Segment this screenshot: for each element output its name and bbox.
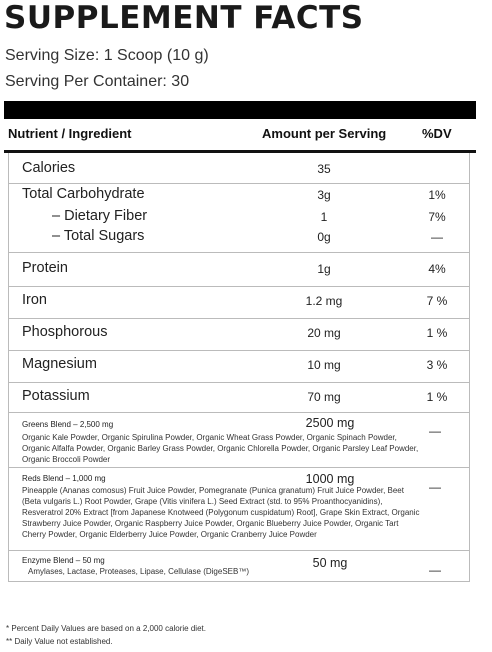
nutrient-name: – Total Sugars [52, 228, 145, 244]
nutrient-name: Calories [22, 160, 76, 176]
amount: 10 mg [307, 358, 341, 372]
amount: 1.2 mg [305, 294, 343, 308]
daily-value: 1% [428, 188, 446, 202]
daily-value: 4% [428, 262, 446, 276]
footnote: ** Daily Value not established. [6, 637, 113, 646]
header-rule [4, 150, 476, 153]
row-separator [8, 183, 470, 184]
nutrient-name: Potassium [22, 388, 90, 404]
title: SUPPLEMENT FACTS [4, 0, 364, 36]
nutrient-name: Iron [22, 292, 47, 308]
column-header: Amount per Serving [262, 126, 387, 141]
header-bar [4, 101, 476, 119]
table-frame [8, 153, 470, 582]
blend-daily-value: — [429, 563, 441, 577]
nutrient-name: Magnesium [22, 356, 97, 372]
blend-name: Reds Blend – 1,000 mg [22, 474, 106, 483]
nutrient-name: Protein [22, 260, 68, 276]
row-separator [8, 550, 470, 551]
row-separator [8, 318, 470, 319]
column-header: Nutrient / Ingredient [8, 126, 132, 141]
blend-amount: 50 mg [312, 556, 348, 570]
amount: 0g [317, 230, 331, 244]
amount: 1 [320, 210, 328, 224]
row-separator [8, 286, 470, 287]
blend-daily-value: — [429, 480, 441, 494]
row-separator [8, 467, 470, 468]
daily-value: 1 % [426, 326, 448, 340]
amount: 1g [317, 262, 331, 276]
amount: 20 mg [307, 326, 341, 340]
nutrient-name: Phosphorous [22, 324, 108, 340]
serving-size: Serving Size: 1 Scoop (10 g) [5, 47, 209, 64]
blend-ingredients: Organic Kale Powder, Organic Spirulina P… [22, 433, 419, 464]
nutrient-name: – Dietary Fiber [52, 208, 148, 224]
nutrient-name: Total Carbohydrate [22, 186, 145, 202]
row-separator [8, 412, 470, 413]
row-separator [8, 252, 470, 253]
blend-ingredients: Amylases, Lactase, Proteases, Lipase, Ce… [28, 567, 249, 576]
daily-value: — [431, 230, 443, 244]
blend-amount: 1000 mg [305, 472, 355, 486]
blend-daily-value: — [429, 424, 441, 438]
amount: 3g [317, 188, 331, 202]
amount: 70 mg [307, 390, 341, 404]
blend-amount: 2500 mg [305, 416, 355, 430]
blend-ingredients: Pineapple (Ananas comosus) Fruit Juice P… [22, 486, 420, 539]
daily-value: 3 % [426, 358, 448, 372]
servings-per-container: Serving Per Container: 30 [5, 73, 190, 90]
row-separator [8, 350, 470, 351]
column-header: %DV [422, 126, 452, 141]
footnote: * Percent Daily Values are based on a 2,… [6, 624, 206, 633]
daily-value: 1 % [426, 390, 448, 404]
blend-name: Greens Blend – 2,500 mg [22, 420, 114, 429]
daily-value: 7 % [426, 294, 448, 308]
row-separator [8, 382, 470, 383]
daily-value: 7% [428, 210, 446, 224]
amount: 35 [317, 162, 331, 176]
blend-name: Enzyme Blend – 50 mg [22, 556, 105, 565]
